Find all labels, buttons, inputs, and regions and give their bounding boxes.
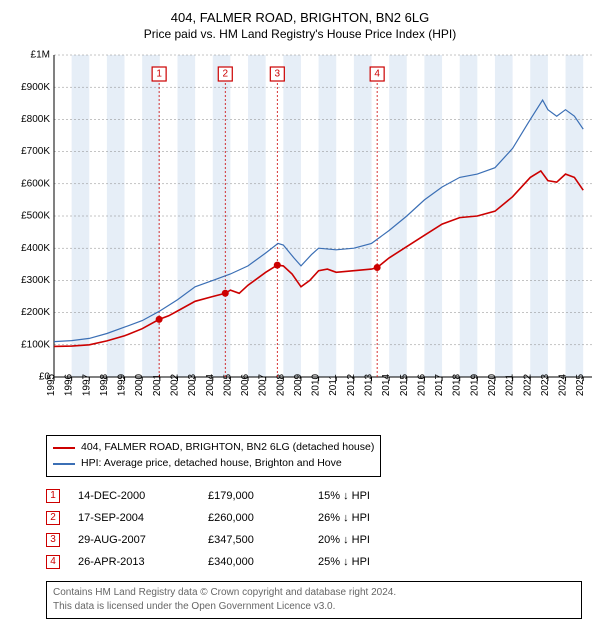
legend-swatch (53, 447, 75, 449)
transaction-marker: 3 (46, 533, 60, 547)
transactions-table: 1 14-DEC-2000£179,00015% ↓ HPI 2 17-SEP-200… (46, 485, 582, 573)
transaction-pct: 25% ↓ HPI (318, 556, 438, 568)
transaction-price: £179,000 (208, 490, 318, 502)
marker-number: 2 (222, 69, 228, 80)
transaction-pct: 26% ↓ HPI (318, 512, 438, 524)
legend-row: 404, FALMER ROAD, BRIGHTON, BN2 6LG (det… (53, 440, 374, 456)
transaction-row: 3 29-AUG-2007£347,50020% ↓ HPI (46, 529, 582, 551)
transaction-date: 17-SEP-2004 (78, 512, 208, 524)
transaction-price: £260,000 (208, 512, 318, 524)
footer-line1: Contains HM Land Registry data © Crown c… (53, 586, 575, 600)
transaction-marker: 1 (46, 489, 60, 503)
marker-number: 1 (156, 69, 162, 80)
transaction-price: £340,000 (208, 556, 318, 568)
y-tick-label: £700K (21, 146, 50, 157)
marker-number: 3 (275, 69, 281, 80)
marker-dot (222, 290, 229, 297)
transaction-date: 29-AUG-2007 (78, 534, 208, 546)
title-block: 404, FALMER ROAD, BRIGHTON, BN2 6LG Pric… (10, 10, 590, 41)
chart-svg: £0£100K£200K£300K£400K£500K£600K£700K£80… (18, 47, 598, 427)
legend-label: HPI: Average price, detached house, Brig… (81, 456, 342, 472)
y-tick-label: £1M (31, 50, 50, 61)
transaction-pct: 15% ↓ HPI (318, 490, 438, 502)
y-tick-label: £900K (21, 82, 50, 93)
y-tick-label: £600K (21, 178, 50, 189)
chart-title: 404, FALMER ROAD, BRIGHTON, BN2 6LG (10, 10, 590, 25)
transaction-date: 26-APR-2013 (78, 556, 208, 568)
chart-area: £0£100K£200K£300K£400K£500K£600K£700K£80… (18, 47, 582, 427)
legend: 404, FALMER ROAD, BRIGHTON, BN2 6LG (det… (46, 435, 381, 477)
y-tick-label: £500K (21, 211, 50, 222)
marker-dot (374, 264, 381, 271)
footer-line2: This data is licensed under the Open Gov… (53, 600, 575, 614)
transaction-row: 4 26-APR-2013£340,00025% ↓ HPI (46, 551, 582, 573)
y-tick-label: £300K (21, 275, 50, 286)
y-tick-label: £100K (21, 339, 50, 350)
marker-dot (156, 316, 163, 323)
transaction-date: 14-DEC-2000 (78, 490, 208, 502)
transaction-pct: 20% ↓ HPI (318, 534, 438, 546)
legend-label: 404, FALMER ROAD, BRIGHTON, BN2 6LG (det… (81, 440, 374, 456)
footer-attribution: Contains HM Land Registry data © Crown c… (46, 581, 582, 619)
marker-number: 4 (374, 69, 380, 80)
marker-dot (274, 262, 281, 269)
transaction-price: £347,500 (208, 534, 318, 546)
transaction-marker: 2 (46, 511, 60, 525)
y-tick-label: £400K (21, 243, 50, 254)
chart-subtitle: Price paid vs. HM Land Registry's House … (10, 27, 590, 41)
legend-row: HPI: Average price, detached house, Brig… (53, 456, 374, 472)
transaction-row: 2 17-SEP-2004£260,00026% ↓ HPI (46, 507, 582, 529)
transaction-row: 1 14-DEC-2000£179,00015% ↓ HPI (46, 485, 582, 507)
y-tick-label: £200K (21, 307, 50, 318)
y-tick-label: £800K (21, 114, 50, 125)
transaction-marker: 4 (46, 555, 60, 569)
legend-swatch (53, 463, 75, 465)
